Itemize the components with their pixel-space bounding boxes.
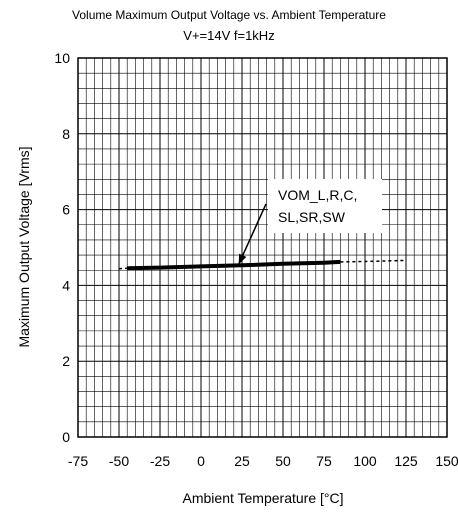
series-line-3 [340, 259, 407, 263]
x-axis-label: Ambient Temperature [°C] [182, 490, 344, 506]
y-tick-label: 4 [62, 277, 70, 293]
x-tick-label: 0 [197, 453, 205, 469]
x-tick-label: 150 [435, 453, 458, 469]
annotation-label: VOM_L,R,C, [278, 187, 357, 203]
x-tick-label: 50 [275, 453, 291, 469]
chart-subtitle: V+=14V f=1kHz [183, 28, 275, 43]
y-axis-label: Maximum Output Voltage [Vrms] [16, 146, 32, 348]
series-line-1 [127, 259, 341, 271]
annotation-box [268, 179, 382, 233]
x-tick-label: 100 [353, 453, 377, 469]
y-tick-label: 10 [54, 50, 70, 66]
x-tick-label: -25 [150, 453, 170, 469]
chart-title: Volume Maximum Output Voltage vs. Ambien… [72, 8, 386, 22]
y-tick-label: 8 [62, 126, 70, 142]
x-tick-label: 25 [234, 453, 250, 469]
plot-frame [77, 57, 448, 438]
x-tick-label: -75 [68, 453, 88, 469]
annotation-arrow [238, 203, 267, 265]
y-tick-label: 0 [62, 429, 70, 445]
x-tick-label: 75 [316, 453, 332, 469]
x-tick-label: -50 [109, 453, 129, 469]
x-tick-label: 125 [394, 453, 418, 469]
y-tick-label: 2 [62, 353, 70, 369]
annotation-label: SL,SR,SW [278, 209, 346, 225]
y-tick-label: 6 [62, 202, 70, 218]
